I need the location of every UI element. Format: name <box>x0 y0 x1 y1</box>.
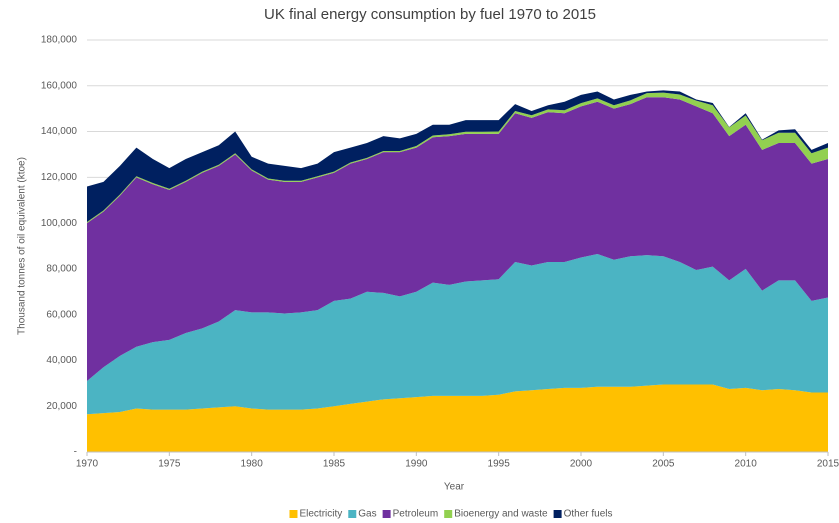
x-tick-label: 2015 <box>817 459 839 470</box>
x-tick-label: 2005 <box>652 459 675 470</box>
x-tick-label: 1990 <box>405 459 428 470</box>
y-tick-label: 120,000 <box>41 172 78 183</box>
legend-label: Petroleum <box>393 509 439 520</box>
x-tick-label: 1995 <box>488 459 511 470</box>
legend-swatch <box>289 510 298 518</box>
legend-swatch <box>348 510 357 518</box>
y-tick-label: - <box>74 447 77 458</box>
y-tick-label: 100,000 <box>41 218 78 229</box>
x-tick-label: 1975 <box>158 459 181 470</box>
x-axis-label: Year <box>444 482 465 493</box>
y-tick-label: 180,000 <box>41 35 78 46</box>
x-tick-label: 1970 <box>76 459 99 470</box>
y-tick-label: 80,000 <box>46 264 77 275</box>
y-tick-label: 160,000 <box>41 80 78 91</box>
legend-swatch <box>553 510 562 518</box>
legend-label: Other fuels <box>564 509 613 520</box>
legend-label: Electricity <box>299 509 342 520</box>
y-axis-label: Thousand tonnes of oil equivalent (ktoe) <box>17 157 28 335</box>
legend-swatch <box>382 510 391 518</box>
area <box>87 384 828 452</box>
y-tick-label: 40,000 <box>46 355 77 366</box>
legend-label: Gas <box>358 509 376 520</box>
y-tick-label: 20,000 <box>46 401 77 412</box>
chart-title: UK final energy consumption by fuel 1970… <box>264 6 596 23</box>
y-tick-label: 140,000 <box>41 126 78 137</box>
area <box>87 97 828 382</box>
area <box>87 254 828 415</box>
legend-label: Bioenergy and waste <box>454 509 548 520</box>
legend-swatch <box>444 510 453 518</box>
y-tick-label: 60,000 <box>46 309 77 320</box>
x-tick-label: 2000 <box>570 459 593 470</box>
x-tick-label: 2010 <box>735 459 758 470</box>
x-tick-label: 1980 <box>241 459 264 470</box>
x-tick-label: 1985 <box>323 459 346 470</box>
